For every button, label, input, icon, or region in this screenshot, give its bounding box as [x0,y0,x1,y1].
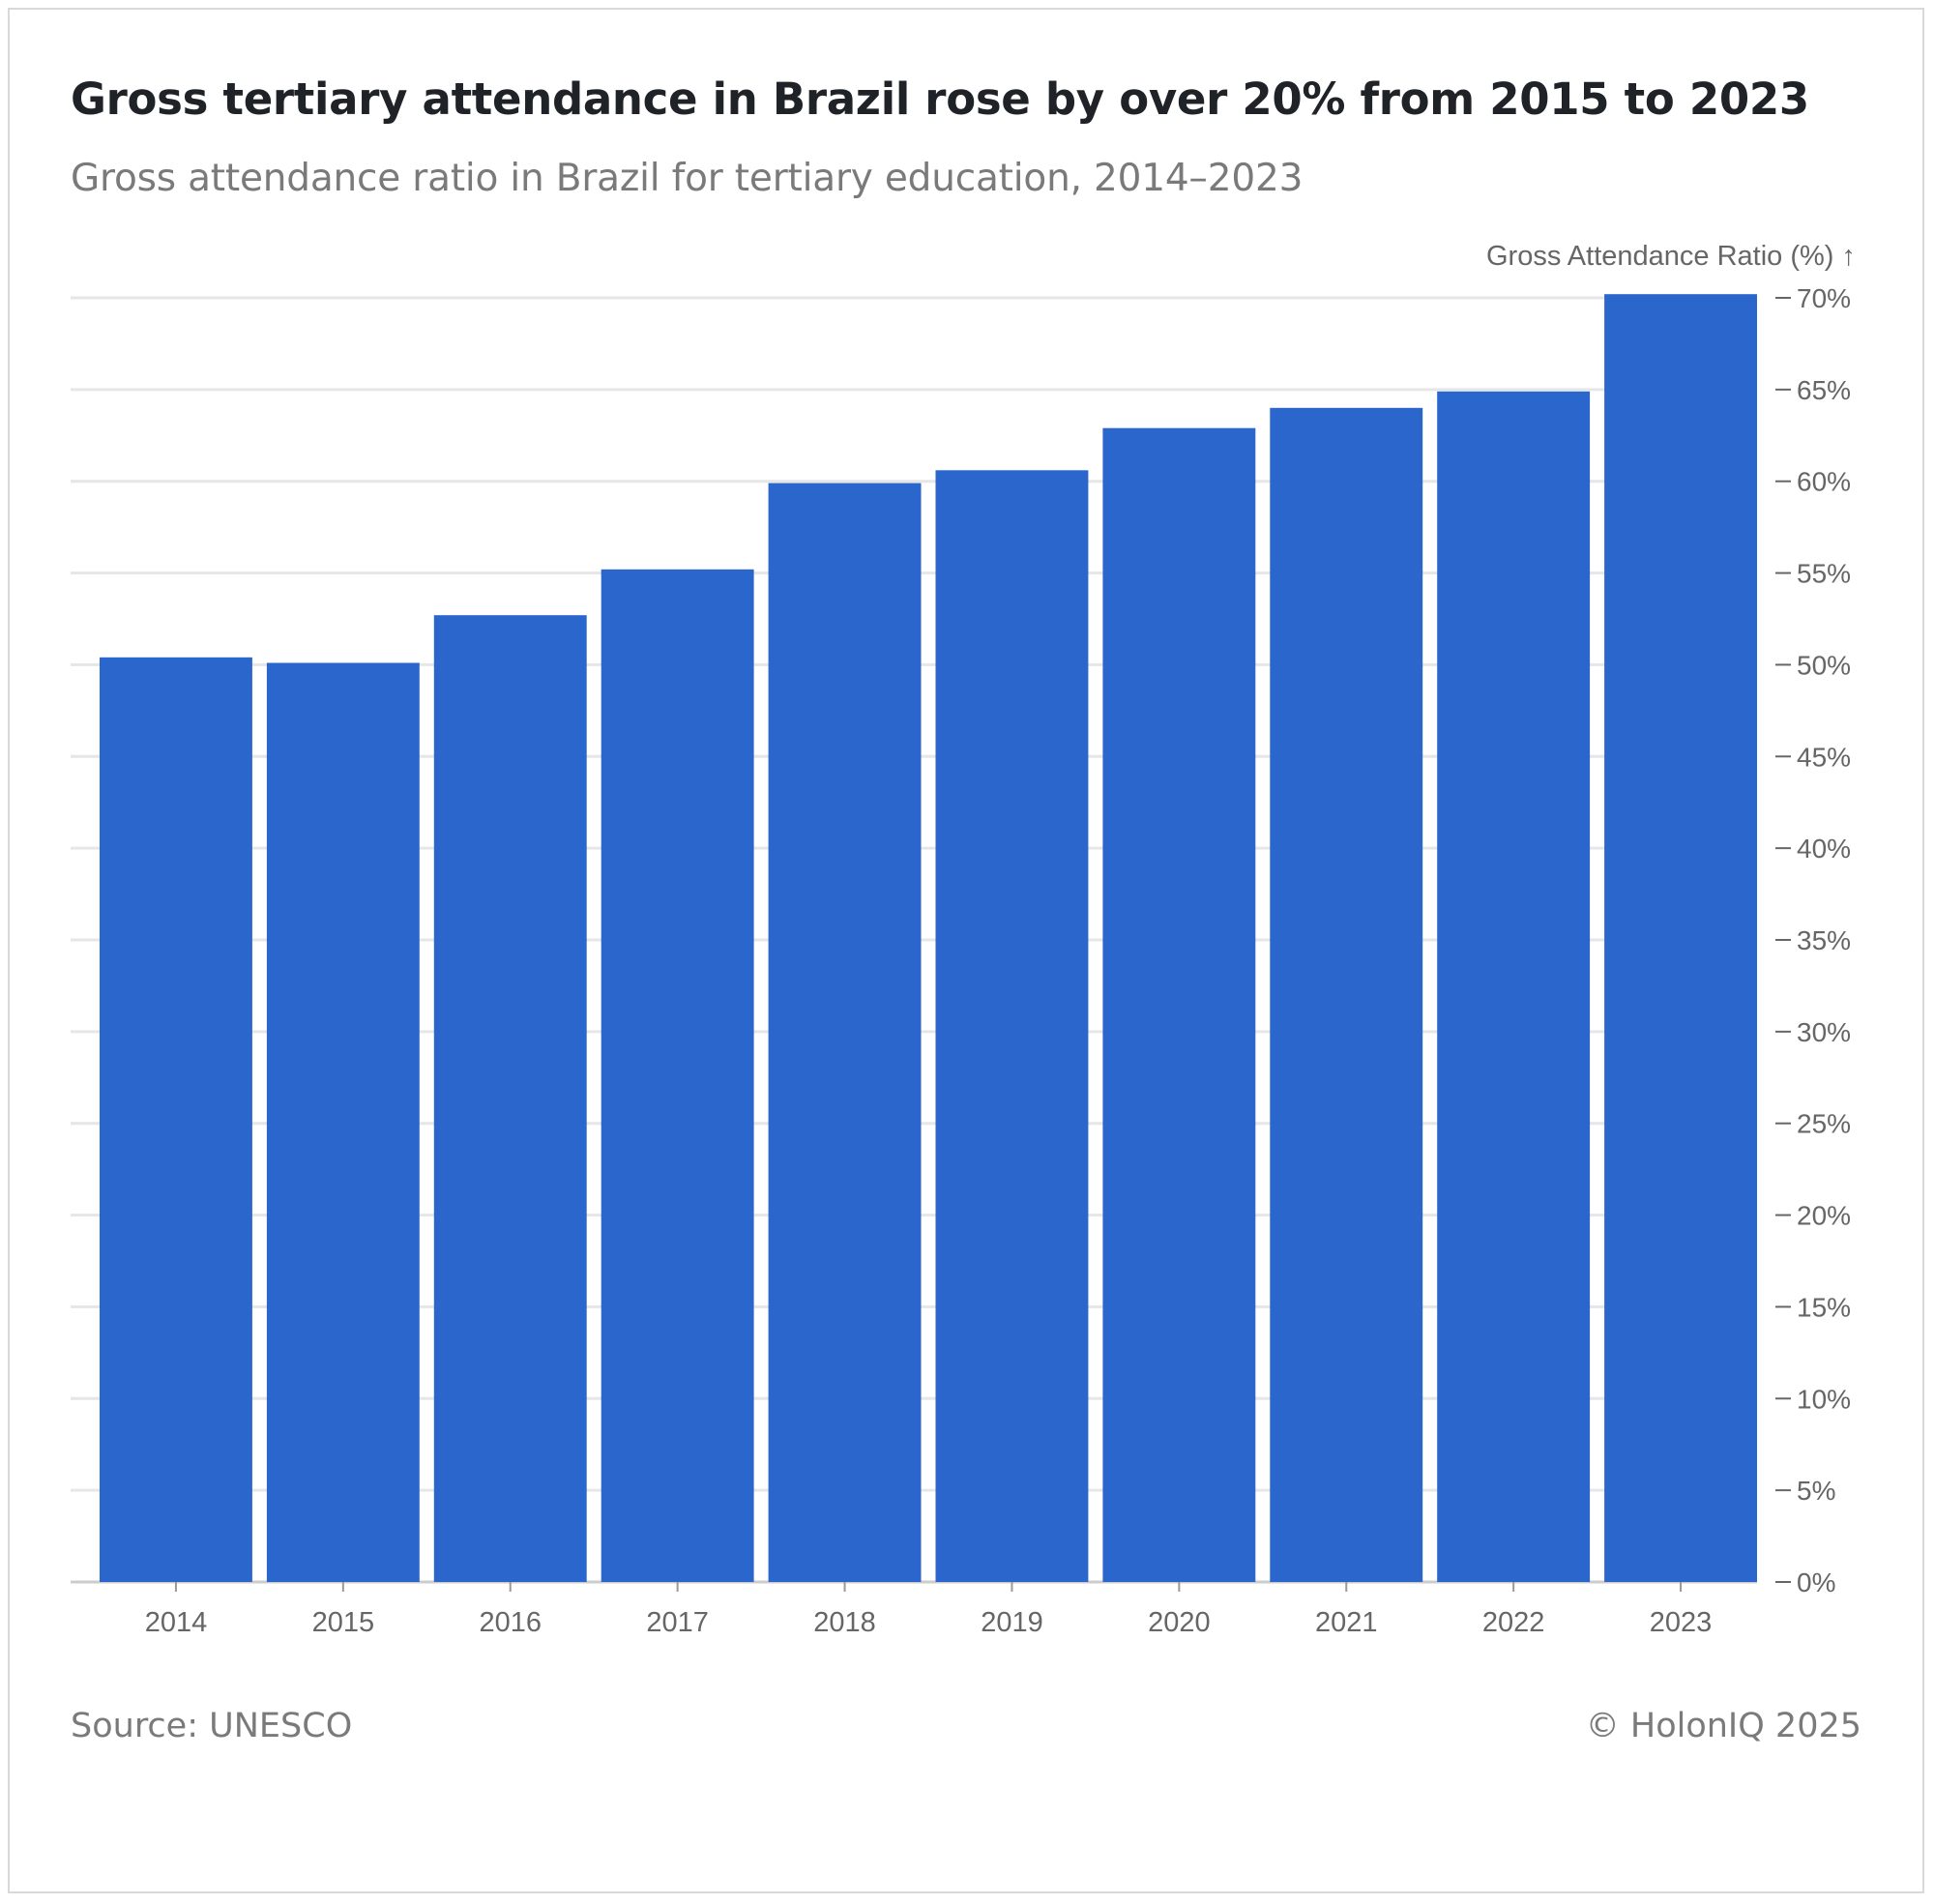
y-tick-label: 50% [1797,650,1851,680]
bar-2017 [601,569,754,1582]
y-axis-label: Gross Attendance Ratio (%) ↑ [1486,241,1856,272]
y-tick-label: 40% [1797,834,1851,864]
y-tick-label: 70% [1797,283,1851,313]
bar-2019 [935,470,1089,1582]
source-note: Source: UNESCO [71,1707,353,1745]
y-tick-label: 10% [1797,1384,1851,1414]
y-tick-label: 15% [1797,1292,1851,1322]
copyright-note: © HolonIQ 2025 [1585,1707,1861,1745]
x-tick-label: 2023 [1650,1607,1713,1638]
y-tick-label: 55% [1797,559,1851,589]
bar-2021 [1270,407,1423,1582]
x-tick-label: 2014 [145,1607,208,1638]
x-tick-label: 2018 [813,1607,876,1638]
chart-title: Gross tertiary attendance in Brazil rose… [71,73,1809,125]
y-tick-label: 35% [1797,925,1851,955]
bars [100,294,1757,1583]
x-tick-label: 2021 [1315,1607,1378,1638]
y-axis: 0% 5% 10% 15% 20% 25% 30% 35% 40% 45% 50% 55% 60% 65%… [1775,283,1851,1597]
y-tick-label: 0% [1797,1567,1835,1597]
y-tick-label: 45% [1797,742,1851,772]
bar-2020 [1102,427,1256,1583]
bar-2014 [100,657,252,1582]
bar-2018 [768,483,922,1583]
y-tick-label: 25% [1797,1109,1851,1139]
x-tick-label: 2019 [981,1607,1043,1638]
chart-subtitle: Gross attendance ratio in Brazil for ter… [71,157,1304,200]
x-tick-label: 2016 [479,1607,542,1638]
bar-2022 [1437,391,1591,1582]
x-tick-label: 2015 [312,1607,375,1638]
x-axis: 2014 2015 2016 2017 2018 2019 2020 2021 2022 2023 [145,1582,1713,1638]
y-tick-label: 30% [1797,1017,1851,1047]
x-tick-label: 2022 [1482,1607,1545,1638]
y-tick-label: 60% [1797,467,1851,497]
y-tick-label: 5% [1797,1476,1835,1506]
bar-2015 [266,662,420,1582]
bar-2016 [433,615,587,1582]
bar-2023 [1604,294,1757,1583]
y-tick-label: 20% [1797,1201,1851,1231]
x-tick-label: 2017 [646,1607,709,1638]
x-tick-label: 2020 [1148,1607,1211,1638]
y-tick-label: 65% [1797,375,1851,405]
